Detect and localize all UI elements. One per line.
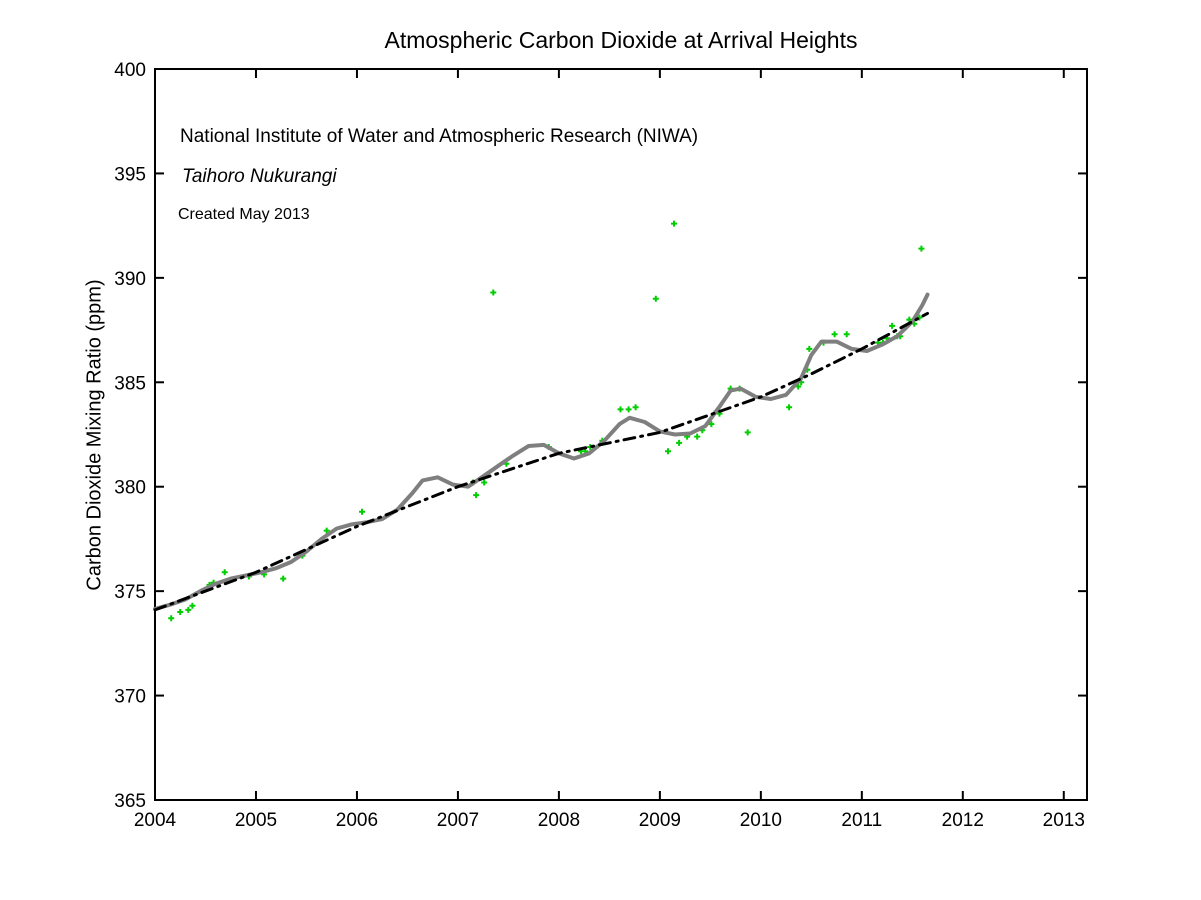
x-tick-label: 2008 (538, 810, 580, 831)
y-tick-label: 370 (114, 687, 146, 708)
y-tick-label: 375 (114, 582, 146, 603)
x-tick-label: 2013 (1043, 810, 1085, 831)
axis-box (154, 68, 1088, 801)
x-tick-label: 2011 (841, 810, 882, 831)
x-tick-label: 2007 (437, 810, 479, 831)
x-tick-label: 2012 (942, 810, 984, 831)
y-tick-label: 395 (114, 164, 146, 185)
chart-title: Atmospheric Carbon Dioxide at Arrival He… (384, 27, 858, 53)
x-tick-label: 2006 (336, 810, 378, 831)
x-tick-label: 2009 (639, 810, 681, 831)
annotation-created-date: Created May 2013 (178, 206, 310, 223)
annotation-institute: National Institute of Water and Atmosphe… (180, 126, 699, 147)
smoothed-seasonal-fit-line (153, 292, 930, 611)
y-tick-label: 385 (114, 373, 146, 394)
y-tick-label: 365 (114, 791, 146, 812)
x-tick-label: 2010 (740, 810, 782, 831)
long-term-trend-line (153, 311, 929, 612)
y-tick-label: 400 (114, 60, 146, 81)
annotation-maori-name: Taihoro Nukurangi (182, 166, 337, 187)
x-tick-label: 2005 (235, 810, 277, 831)
y-tick-label: 390 (114, 269, 146, 290)
x-tick-label: 2004 (134, 810, 177, 831)
y-tick-label: 380 (114, 478, 146, 499)
